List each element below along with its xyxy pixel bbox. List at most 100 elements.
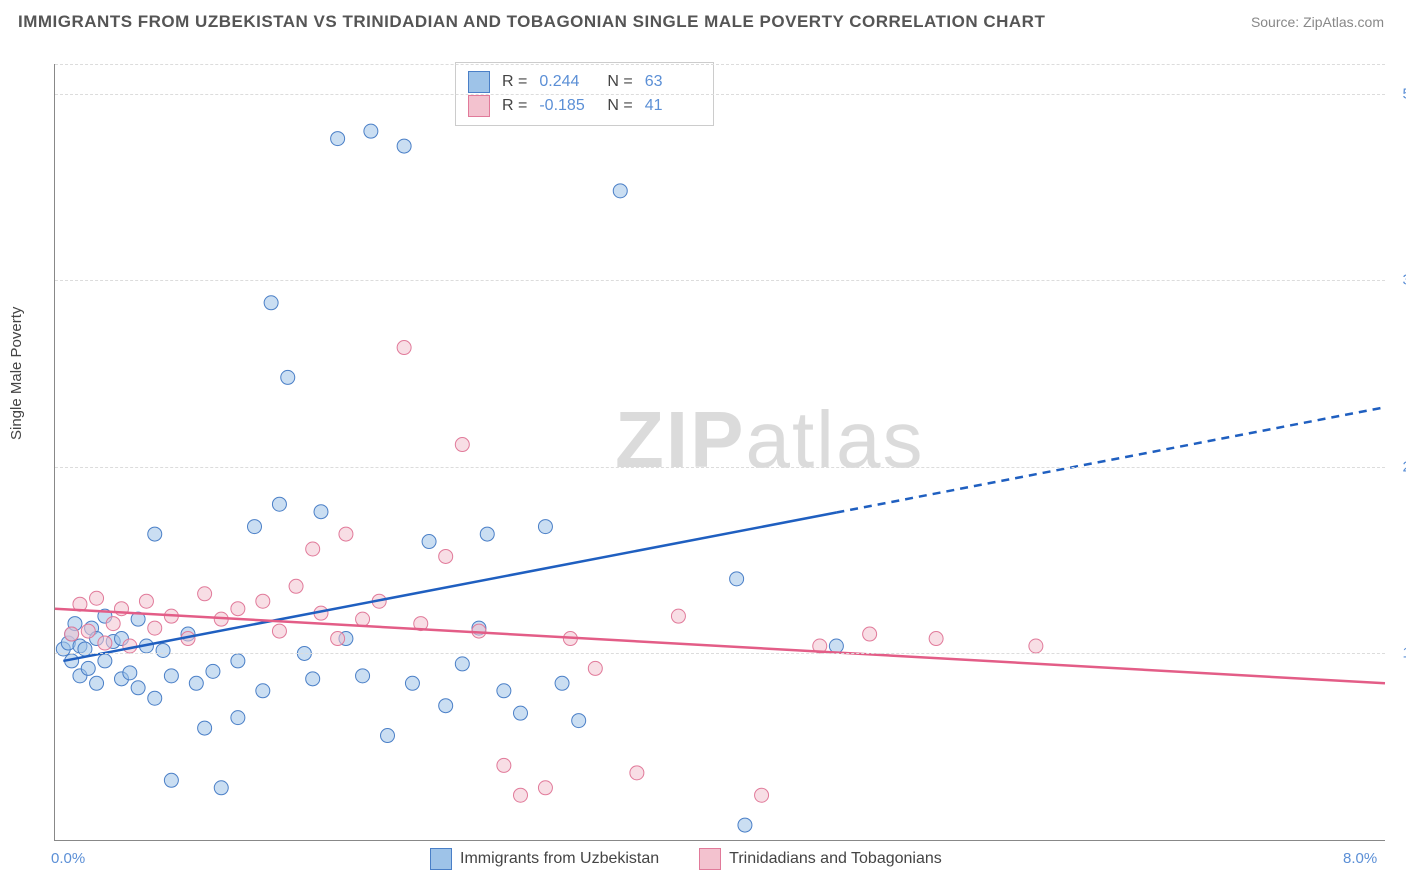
legend-swatch-2 bbox=[699, 848, 721, 870]
data-point bbox=[405, 676, 419, 690]
data-point bbox=[148, 621, 162, 635]
data-point bbox=[156, 643, 170, 657]
data-point bbox=[289, 579, 303, 593]
data-point bbox=[189, 676, 203, 690]
y-tick-label: 50.0% bbox=[1390, 85, 1406, 102]
data-point bbox=[314, 505, 328, 519]
data-point bbox=[148, 527, 162, 541]
data-point bbox=[397, 139, 411, 153]
legend-item-2: Trinidadians and Tobagonians bbox=[699, 848, 942, 870]
stats-row-series-2: R = -0.185 N = 41 bbox=[468, 95, 701, 117]
data-point bbox=[231, 654, 245, 668]
chart-title: IMMIGRANTS FROM UZBEKISTAN VS TRINIDADIA… bbox=[18, 12, 1045, 32]
data-point bbox=[439, 699, 453, 713]
r-value-1: 0.244 bbox=[539, 73, 595, 91]
trend-line bbox=[63, 513, 836, 661]
data-point bbox=[198, 721, 212, 735]
data-point bbox=[106, 617, 120, 631]
data-point bbox=[272, 497, 286, 511]
data-point bbox=[256, 594, 270, 608]
gridline bbox=[55, 653, 1385, 654]
source-prefix: Source: bbox=[1251, 14, 1303, 30]
gridline bbox=[55, 94, 1385, 95]
data-point bbox=[929, 632, 943, 646]
trend-line-dashed bbox=[836, 407, 1385, 512]
n-value-1: 63 bbox=[645, 73, 701, 91]
data-point bbox=[331, 632, 345, 646]
legend-label-1: Immigrants from Uzbekistan bbox=[460, 850, 659, 868]
data-point bbox=[514, 788, 528, 802]
data-point bbox=[538, 781, 552, 795]
data-point bbox=[730, 572, 744, 586]
y-axis-label: Single Male Poverty bbox=[8, 307, 25, 440]
r-label: R = bbox=[502, 73, 527, 91]
data-point bbox=[139, 594, 153, 608]
data-point bbox=[572, 714, 586, 728]
n-label: N = bbox=[607, 97, 632, 115]
data-point bbox=[497, 758, 511, 772]
legend-item-1: Immigrants from Uzbekistan bbox=[430, 848, 659, 870]
swatch-series-2 bbox=[468, 95, 490, 117]
data-point bbox=[555, 676, 569, 690]
data-point bbox=[214, 781, 228, 795]
data-point bbox=[863, 627, 877, 641]
data-point bbox=[514, 706, 528, 720]
legend-swatch-1 bbox=[430, 848, 452, 870]
data-point bbox=[281, 370, 295, 384]
data-point bbox=[198, 587, 212, 601]
data-point bbox=[231, 602, 245, 616]
data-point bbox=[588, 661, 602, 675]
x-tick-label: 0.0% bbox=[51, 850, 85, 867]
r-value-2: -0.185 bbox=[539, 97, 595, 115]
data-point bbox=[1029, 639, 1043, 653]
data-point bbox=[630, 766, 644, 780]
data-point bbox=[264, 296, 278, 310]
plot-area: ZIPatlas R = 0.244 N = 63 R = -0.185 N =… bbox=[54, 64, 1385, 841]
data-point bbox=[356, 612, 370, 626]
source-attribution: Source: ZipAtlas.com bbox=[1251, 14, 1384, 30]
data-point bbox=[98, 636, 112, 650]
data-point bbox=[306, 542, 320, 556]
data-point bbox=[455, 657, 469, 671]
y-tick-label: 25.0% bbox=[1390, 458, 1406, 475]
data-point bbox=[613, 184, 627, 198]
legend-label-2: Trinidadians and Tobagonians bbox=[729, 850, 942, 868]
n-value-2: 41 bbox=[645, 97, 701, 115]
r-label: R = bbox=[502, 97, 527, 115]
data-point bbox=[272, 624, 286, 638]
data-point bbox=[90, 676, 104, 690]
data-point bbox=[164, 669, 178, 683]
bottom-legend: Immigrants from Uzbekistan Trinidadians … bbox=[430, 848, 942, 870]
data-point bbox=[256, 684, 270, 698]
data-point bbox=[829, 639, 843, 653]
data-point bbox=[738, 818, 752, 832]
data-point bbox=[123, 666, 137, 680]
gridline bbox=[55, 64, 1385, 65]
data-point bbox=[397, 341, 411, 355]
n-label: N = bbox=[607, 73, 632, 91]
data-point bbox=[331, 132, 345, 146]
data-point bbox=[81, 624, 95, 638]
data-point bbox=[455, 438, 469, 452]
data-point bbox=[538, 520, 552, 534]
data-point bbox=[480, 527, 494, 541]
data-point bbox=[164, 773, 178, 787]
y-tick-label: 37.5% bbox=[1390, 272, 1406, 289]
data-point bbox=[65, 627, 79, 641]
source-link[interactable]: ZipAtlas.com bbox=[1303, 14, 1384, 30]
data-point bbox=[131, 681, 145, 695]
data-point bbox=[364, 124, 378, 138]
x-tick-label: 8.0% bbox=[1343, 850, 1377, 867]
data-point bbox=[497, 684, 511, 698]
data-point bbox=[90, 591, 104, 605]
data-point bbox=[381, 729, 395, 743]
trend-line bbox=[55, 609, 1385, 684]
data-point bbox=[206, 664, 220, 678]
scatter-chart bbox=[55, 64, 1385, 840]
data-point bbox=[98, 654, 112, 668]
gridline bbox=[55, 467, 1385, 468]
data-point bbox=[671, 609, 685, 623]
data-point bbox=[422, 535, 436, 549]
stats-row-series-1: R = 0.244 N = 63 bbox=[468, 71, 701, 93]
swatch-series-1 bbox=[468, 71, 490, 93]
